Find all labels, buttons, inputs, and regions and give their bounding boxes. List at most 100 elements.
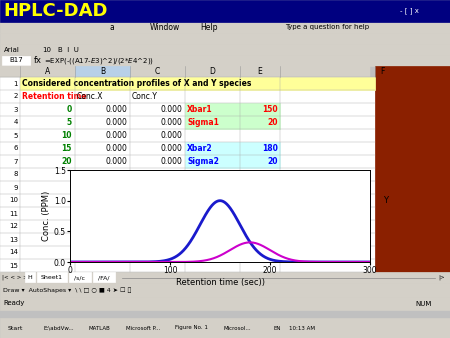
Text: B  I  U: B I U bbox=[58, 47, 79, 52]
Bar bbox=[1, 319, 29, 337]
Bar bbox=[0, 318, 450, 338]
Text: C: C bbox=[155, 67, 160, 76]
Text: 20: 20 bbox=[62, 157, 72, 166]
Text: Start: Start bbox=[7, 325, 22, 331]
Bar bbox=[0, 44, 450, 55]
Text: 11: 11 bbox=[9, 211, 18, 217]
Bar bbox=[216, 319, 258, 337]
Text: |< < > >|: |< < > >| bbox=[2, 275, 30, 280]
Text: Sheet1: Sheet1 bbox=[41, 275, 63, 280]
Text: Conc.X: Conc.X bbox=[77, 92, 104, 101]
Text: 9: 9 bbox=[14, 185, 18, 191]
Bar bbox=[169, 319, 214, 337]
Text: F: F bbox=[380, 67, 384, 76]
Text: 15: 15 bbox=[62, 144, 72, 153]
Bar bbox=[0, 0, 450, 22]
Text: HPLC-DAD: HPLC-DAD bbox=[3, 2, 108, 20]
Text: Retention time: Retention time bbox=[22, 92, 86, 101]
Text: 10: 10 bbox=[62, 131, 72, 140]
Text: H: H bbox=[27, 275, 32, 280]
Bar bbox=[82, 319, 117, 337]
Bar bbox=[0, 297, 450, 310]
Y-axis label: Conc. (PPM): Conc. (PPM) bbox=[42, 191, 51, 241]
Text: Window: Window bbox=[150, 23, 180, 32]
Bar bbox=[32, 319, 36, 337]
Text: Microsol...: Microsol... bbox=[223, 325, 251, 331]
Text: 0.000: 0.000 bbox=[160, 118, 182, 127]
Text: 0.000: 0.000 bbox=[105, 105, 127, 114]
Text: 15: 15 bbox=[9, 263, 18, 268]
Text: 7: 7 bbox=[14, 159, 18, 165]
Text: /FA/: /FA/ bbox=[98, 275, 110, 280]
Bar bbox=[0, 22, 450, 33]
Bar bbox=[185, 116, 280, 129]
Text: MATLAB: MATLAB bbox=[89, 325, 110, 331]
Bar bbox=[0, 283, 450, 297]
Text: E:\abdVw...: E:\abdVw... bbox=[44, 325, 74, 331]
Text: 2: 2 bbox=[14, 94, 18, 99]
Text: 6: 6 bbox=[14, 145, 18, 151]
Bar bbox=[0, 55, 450, 66]
Text: Xbar2: Xbar2 bbox=[187, 144, 212, 153]
Text: 20: 20 bbox=[267, 118, 278, 127]
Text: 5: 5 bbox=[14, 132, 18, 139]
Bar bbox=[0, 272, 450, 283]
Text: 14: 14 bbox=[9, 249, 18, 256]
Text: 180: 180 bbox=[262, 144, 278, 153]
Text: 0.000: 0.000 bbox=[105, 118, 127, 127]
Text: 0.000: 0.000 bbox=[160, 144, 182, 153]
Text: E: E bbox=[257, 67, 262, 76]
Text: 4: 4 bbox=[14, 120, 18, 125]
Text: 3: 3 bbox=[14, 106, 18, 113]
Bar bbox=[185, 103, 280, 116]
Bar bbox=[286, 319, 318, 337]
Text: 0: 0 bbox=[67, 105, 72, 114]
Text: 13: 13 bbox=[9, 237, 18, 242]
Text: 1: 1 bbox=[14, 80, 18, 87]
Text: 5: 5 bbox=[67, 118, 72, 127]
Text: 20: 20 bbox=[267, 157, 278, 166]
Text: 12: 12 bbox=[9, 223, 18, 230]
Text: Sigma1: Sigma1 bbox=[187, 118, 219, 127]
Text: 0.000: 0.000 bbox=[105, 131, 127, 140]
Text: 0.000: 0.000 bbox=[160, 131, 182, 140]
Text: Help: Help bbox=[200, 23, 217, 32]
Bar bbox=[0, 33, 450, 44]
Text: 0.000: 0.000 bbox=[160, 105, 182, 114]
Text: Xbar1: Xbar1 bbox=[187, 105, 212, 114]
Text: Type a question for help: Type a question for help bbox=[285, 24, 369, 30]
X-axis label: Retention time (sec)): Retention time (sec)) bbox=[176, 278, 265, 287]
Text: Draw ▾  AutoShapes ▾  \ \ □ ○ ■ 4 ➤ ☐ : Draw ▾ AutoShapes ▾ \ \ □ ○ ■ 4 ➤ ☐  bbox=[3, 287, 131, 293]
Text: 0.000: 0.000 bbox=[160, 157, 182, 166]
Bar bbox=[2, 56, 30, 65]
Text: 0.000: 0.000 bbox=[105, 157, 127, 166]
Text: NUM: NUM bbox=[415, 300, 432, 307]
Text: A: A bbox=[45, 67, 50, 76]
Text: /s/c: /s/c bbox=[75, 275, 86, 280]
Text: Figure No. 1: Figure No. 1 bbox=[175, 325, 208, 331]
Text: a: a bbox=[110, 23, 115, 32]
Text: Microsoft P...: Microsoft P... bbox=[126, 325, 160, 331]
Text: EN: EN bbox=[273, 325, 281, 331]
Bar bbox=[37, 272, 67, 282]
Bar bbox=[75, 66, 130, 77]
Text: Sigma2: Sigma2 bbox=[187, 157, 219, 166]
Bar bbox=[20, 77, 375, 90]
Text: D: D bbox=[210, 67, 216, 76]
Bar bbox=[260, 319, 268, 337]
Bar bbox=[38, 319, 80, 337]
Text: Y: Y bbox=[383, 196, 388, 205]
Bar bbox=[185, 155, 280, 168]
Text: 10: 10 bbox=[9, 197, 18, 203]
Text: 10:13 AM: 10:13 AM bbox=[289, 325, 315, 331]
Bar bbox=[119, 319, 167, 337]
Text: Conc.Y: Conc.Y bbox=[132, 92, 158, 101]
Text: 10: 10 bbox=[42, 47, 51, 52]
Bar bbox=[0, 77, 375, 272]
Text: 0.000: 0.000 bbox=[105, 144, 127, 153]
Bar bbox=[375, 66, 450, 272]
Text: 150: 150 bbox=[262, 105, 278, 114]
Bar bbox=[185, 142, 280, 155]
Bar bbox=[93, 272, 115, 282]
Bar bbox=[0, 66, 370, 77]
